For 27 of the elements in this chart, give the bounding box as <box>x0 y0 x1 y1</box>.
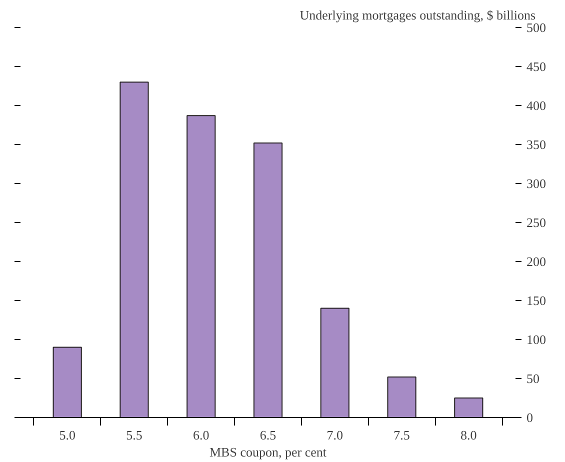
y-tick-label: 100 <box>526 332 546 347</box>
y-tick-label: 150 <box>526 293 546 308</box>
x-tick-label: 5.0 <box>59 428 76 442</box>
bar <box>387 376 416 418</box>
y-tick-label: 400 <box>526 98 546 113</box>
y-tick-label: 500 <box>526 20 546 35</box>
bar <box>186 115 216 418</box>
x-tick-label: 6.0 <box>192 428 210 442</box>
x-tick-label: 5.5 <box>126 428 142 442</box>
y-tick-label: 350 <box>526 137 546 152</box>
y-tick-label: 50 <box>526 371 540 386</box>
x-axis-title: MBS coupon, per cent <box>210 444 327 460</box>
y-tick-label: 200 <box>526 254 546 269</box>
y-tick-label: 250 <box>526 215 546 230</box>
bar <box>120 82 149 418</box>
y-tick-label: 0 <box>526 410 533 425</box>
x-tick-label: 8.0 <box>460 428 477 442</box>
bar <box>320 308 350 418</box>
x-tick-label: 7.5 <box>394 428 410 442</box>
bar <box>253 142 283 418</box>
y-tick-label: 300 <box>526 176 546 191</box>
bar <box>52 346 82 418</box>
x-tick-label: 7.0 <box>326 428 344 442</box>
x-tick-label: 6.5 <box>260 428 276 442</box>
bar <box>454 398 484 418</box>
y-axis-title: Underlying mortgages outstanding, $ billions <box>300 8 536 22</box>
y-tick-label: 450 <box>526 59 546 74</box>
